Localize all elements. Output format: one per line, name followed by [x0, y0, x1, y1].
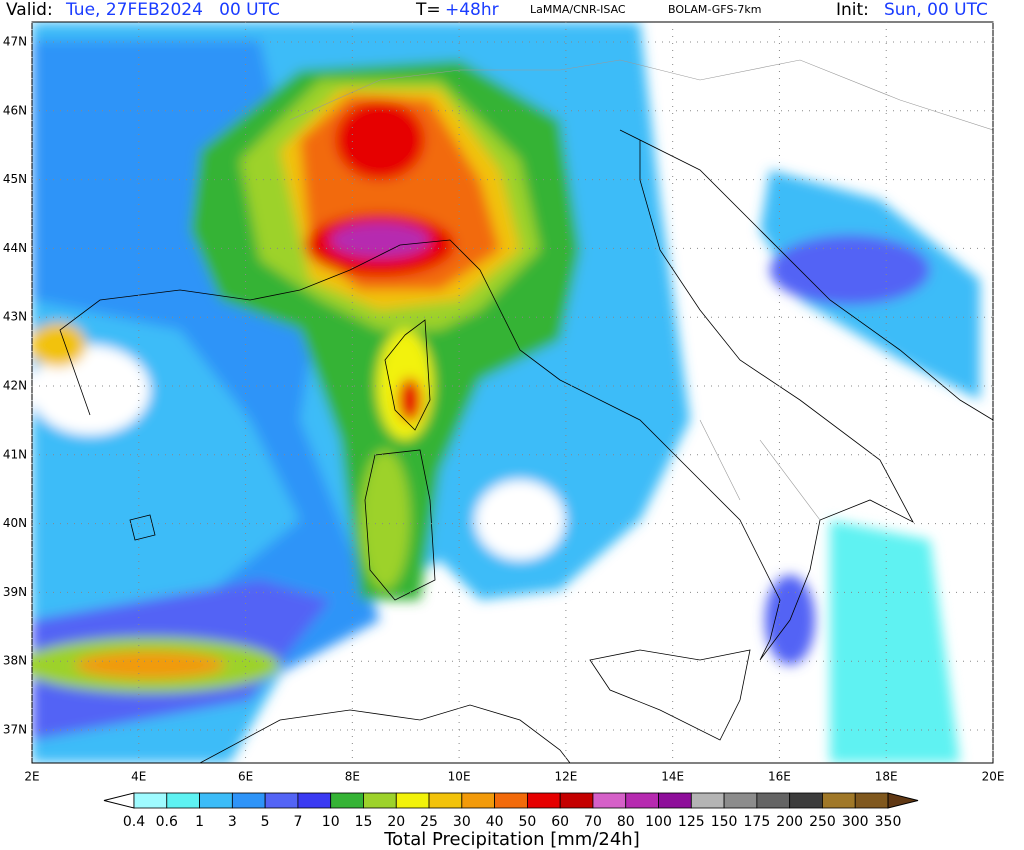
colorbar-box — [854, 792, 889, 809]
colorbar-label: 175 — [744, 814, 771, 830]
lat-label: 39N — [3, 585, 27, 599]
colorbar-title: Total Precipitation [mm/24h] — [383, 829, 639, 850]
lon-label: 10E — [448, 770, 471, 784]
colorbar-label: 40 — [486, 814, 504, 830]
colorbar-box — [789, 792, 823, 809]
lon-label: 16E — [768, 770, 791, 784]
colorbar-box — [264, 792, 299, 809]
lon-label: 6E — [238, 770, 253, 784]
colorbar-box — [625, 792, 659, 809]
lon-label: 2E — [24, 770, 39, 784]
axis-labels: 47N 46N 45N 44N 43N 42N 41N 40N 39N 38N 37N 2E 4E 6E 8… — [3, 35, 1005, 784]
colorbar-label: 10 — [322, 814, 340, 830]
colorbar-arrow-low — [103, 792, 135, 809]
colorbar-arrow-high — [887, 792, 919, 809]
colorbar-label: 100 — [645, 814, 672, 830]
valid-label: Valid: — [6, 0, 53, 20]
lon-label: 12E — [554, 770, 577, 784]
lat-label: 47N — [3, 35, 27, 49]
colorbar-box — [756, 792, 791, 809]
lat-label: 46N — [3, 103, 27, 117]
colorbar-box — [428, 792, 463, 809]
lead-value: +48hr — [445, 0, 499, 20]
lat-label: 45N — [3, 172, 27, 186]
colorbar-label: 200 — [776, 814, 803, 830]
colorbar-box — [690, 792, 725, 809]
colorbar-label: 150 — [711, 814, 738, 830]
colorbar-box — [559, 792, 594, 809]
colorbar-label: 125 — [678, 814, 705, 830]
lon-label: 4E — [131, 770, 146, 784]
colorbar-box — [297, 792, 332, 809]
colorbar-box — [166, 792, 200, 809]
model-name: BOLAM-GFS-7km — [668, 3, 761, 16]
lat-label: 37N — [3, 723, 27, 737]
precipitation-field — [32, 22, 993, 763]
lon-label: 18E — [875, 770, 898, 784]
colorbar-box — [461, 792, 496, 809]
colorbar-label: 5 — [261, 814, 270, 830]
colorbar-box — [723, 792, 758, 809]
colorbar-box — [199, 792, 233, 809]
colorbar-box — [494, 792, 528, 809]
colorbar-label: 300 — [842, 814, 869, 830]
colorbar-label: 0.4 — [123, 814, 145, 830]
valid-value: Tue, 27FEB2024 00 UTC — [65, 0, 280, 20]
init-value: Sun, 00 UTC — [884, 0, 988, 20]
lead-label: T= — [415, 0, 441, 20]
lat-label: 40N — [3, 516, 27, 530]
colorbar-box — [658, 792, 692, 809]
lat-label: 44N — [3, 241, 27, 255]
init-label: Init: — [836, 0, 869, 20]
lat-label: 41N — [3, 447, 27, 461]
lat-label: 42N — [3, 379, 27, 393]
colorbar-box — [330, 792, 364, 809]
colorbar-box — [395, 792, 430, 809]
colorbar-label: 15 — [355, 814, 373, 830]
colorbar-label: 60 — [551, 814, 569, 830]
colorbar-label: 250 — [809, 814, 836, 830]
colorbar-label: 0.6 — [156, 814, 178, 830]
colorbar-box — [363, 792, 397, 809]
colorbar-box — [822, 792, 856, 809]
colorbar-label: 30 — [453, 814, 471, 830]
colorbar-label: 350 — [875, 814, 902, 830]
colorbar-label: 25 — [420, 814, 438, 830]
colorbar-label: 1 — [195, 814, 204, 830]
lat-label: 38N — [3, 654, 27, 668]
colorbar-label: 70 — [584, 814, 602, 830]
institution: LaMMA/CNR-ISAC — [530, 3, 626, 16]
colorbar-label: 3 — [228, 814, 237, 830]
colorbar-label: 7 — [293, 814, 302, 830]
colorbar-label: 50 — [518, 814, 536, 830]
lon-label: 14E — [661, 770, 684, 784]
lon-label: 20E — [982, 770, 1005, 784]
colorbar-box — [526, 792, 561, 809]
colorbar-box — [133, 792, 168, 809]
lon-label: 8E — [345, 770, 360, 784]
colorbar-box — [231, 792, 266, 809]
colorbar-label: 20 — [387, 814, 405, 830]
colorbar-label: 80 — [617, 814, 635, 830]
lat-label: 43N — [3, 310, 27, 324]
map-frame — [31, 21, 994, 764]
colorbar: 0.4 0.6 1 3 5 7 10 15 20 25 30 40 50 60 70 80 100 125 150 1… — [103, 792, 919, 830]
colorbar-box — [592, 792, 627, 809]
